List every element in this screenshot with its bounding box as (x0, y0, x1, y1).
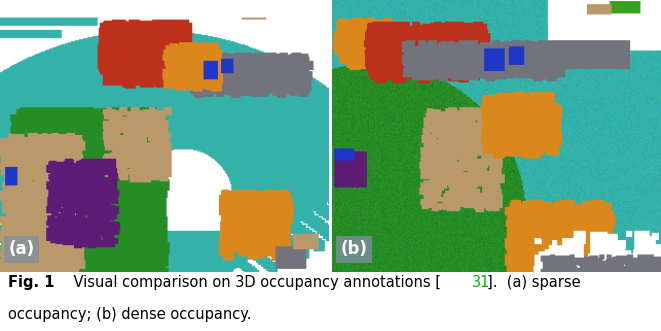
Text: 31: 31 (472, 275, 490, 291)
Text: ].  (a) sparse: ]. (a) sparse (487, 275, 581, 291)
Text: occupancy; (b) dense occupancy.: occupancy; (b) dense occupancy. (8, 307, 251, 322)
Text: (b): (b) (340, 241, 368, 259)
Text: (a): (a) (8, 241, 34, 259)
Text: Visual comparison on 3D occupancy annotations [: Visual comparison on 3D occupancy annota… (55, 275, 441, 291)
Text: Fig. 1: Fig. 1 (8, 275, 54, 291)
